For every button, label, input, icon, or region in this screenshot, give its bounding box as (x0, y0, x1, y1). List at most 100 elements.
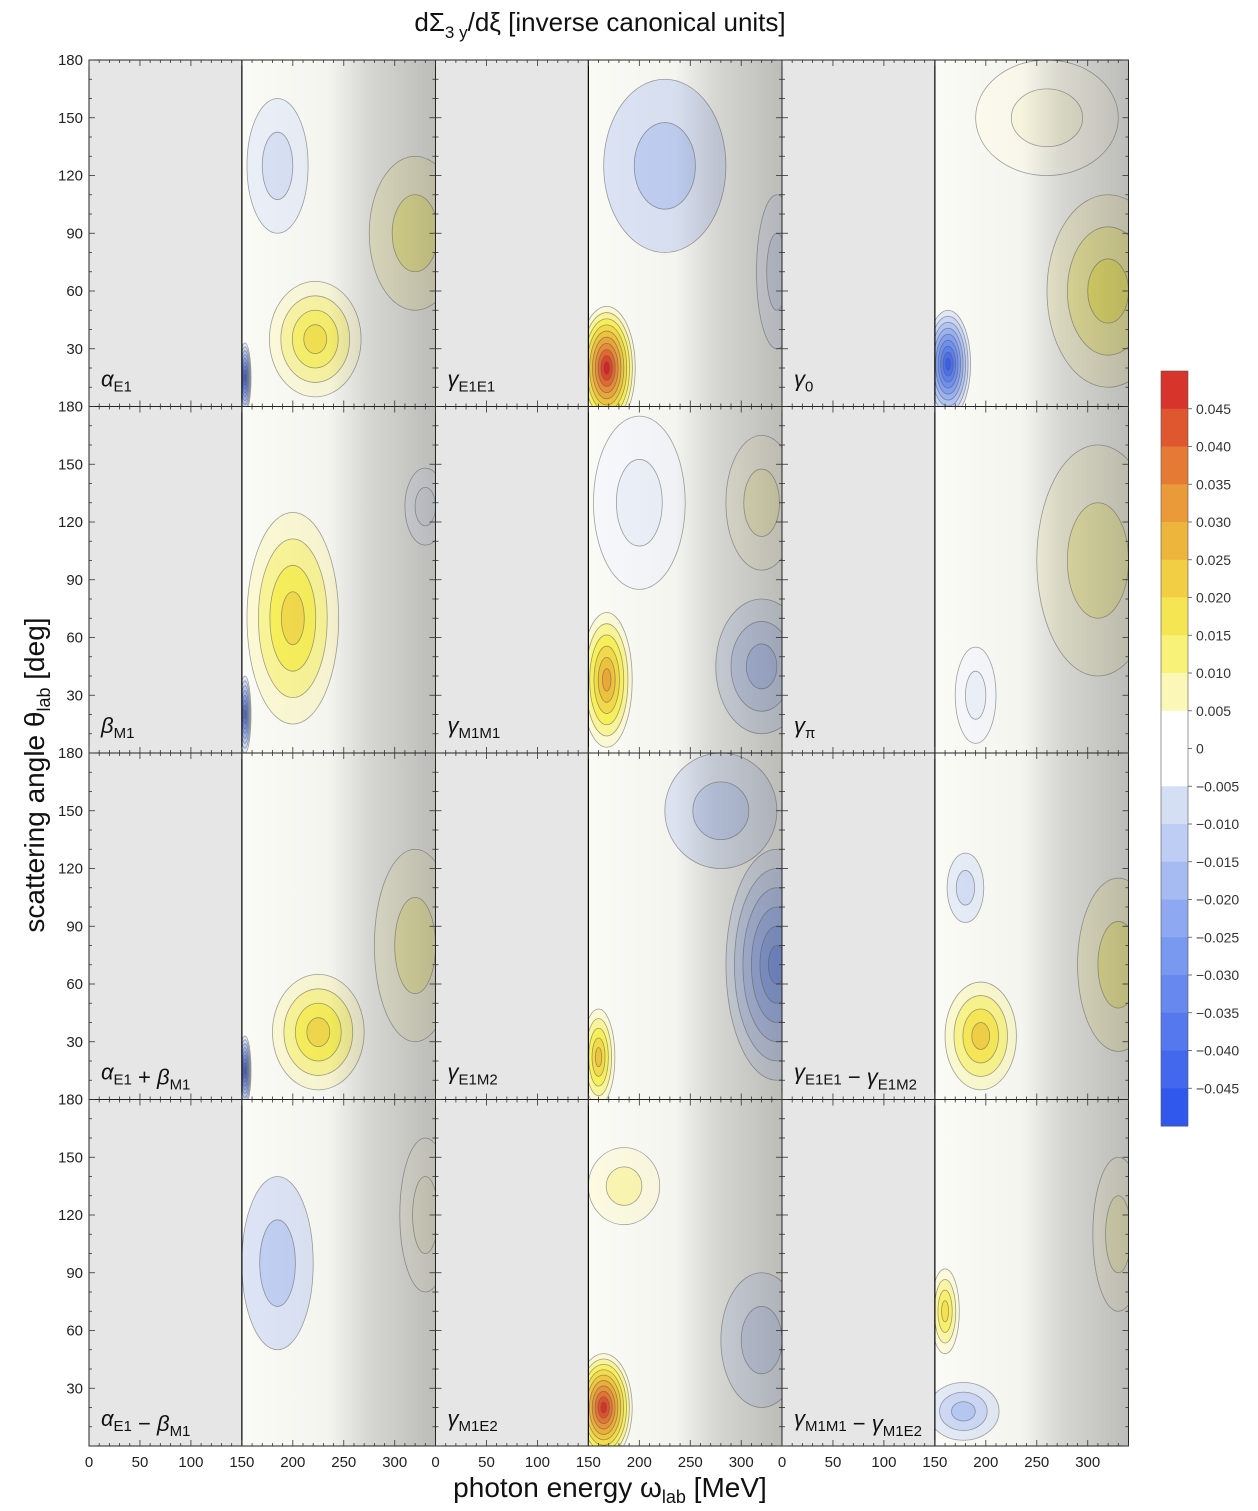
y-tick-label: 60 (66, 283, 83, 300)
panel-grid: αE1 γE1E1 γ0 βM1 γM1M1 γπ αE1 + βM1 γE1M2 γE1E1 … (88, 59, 1129, 1447)
colorbar-tick-label: −0.020 (1196, 892, 1239, 908)
colorbar-band (1161, 597, 1188, 636)
colorbar-band (1161, 937, 1188, 976)
chart-title-subscript: 3 y (445, 23, 468, 42)
colorbar-tick-label: 0.005 (1196, 703, 1231, 719)
x-tick-label: 100 (871, 1454, 896, 1471)
y-tick-label: 150 (58, 456, 83, 473)
colorbar-tick-label: 0.015 (1196, 627, 1231, 643)
below-threshold-region (782, 406, 935, 753)
panel-label: γE1E1 (448, 367, 496, 396)
below-threshold-region (435, 60, 589, 407)
colorbar-tick-label: 0 (1196, 741, 1204, 757)
x-axis-label: photon energy ωlab [MeV] (453, 1472, 767, 1507)
energy-shading (588, 406, 782, 753)
x-tick-label: 300 (729, 1454, 754, 1471)
panel-label: αE1 (101, 367, 132, 396)
below-threshold-region (782, 60, 935, 407)
colorbar-tick-label: −0.010 (1196, 816, 1239, 832)
chart-title: dΣ3 y/dξ [inverse canonical units] (414, 7, 785, 42)
contour-panel: γM1M1 − γM1E2 (781, 1099, 1129, 1447)
energy-shading (241, 753, 436, 1100)
colorbar-band (1161, 1012, 1188, 1051)
chart-title-tail: /dξ [inverse canonical units] (468, 7, 786, 37)
y-axis-label-subscript: lab (34, 687, 54, 711)
colorbar-tick-label: −0.035 (1196, 1005, 1239, 1021)
contour-panel: βM1 (88, 406, 436, 754)
below-threshold-region (435, 406, 589, 753)
energy-shading (934, 60, 1129, 407)
y-tick-label: 150 (58, 803, 83, 820)
below-threshold-region (89, 753, 242, 1100)
colorbar-tick-label: 0.025 (1196, 552, 1231, 568)
x-tick-label: 200 (627, 1454, 652, 1471)
colorbar-tick-label: 0.030 (1196, 514, 1231, 530)
x-axis-label-unit: [MeV] (686, 1472, 767, 1503)
y-tick-label: 180 (58, 745, 83, 762)
colorbar-tick-label: −0.005 (1196, 778, 1239, 794)
colorbar-tick-label: 0.035 (1196, 476, 1231, 492)
contour-panel: αE1 (88, 59, 436, 407)
energy-shading (241, 1099, 436, 1446)
y-tick-label: 60 (66, 630, 83, 647)
y-tick-label: 30 (66, 1034, 83, 1051)
y-tick-label: 150 (58, 110, 83, 127)
colorbar-tick-label: 0.045 (1196, 401, 1231, 417)
y-tick-label: 180 (58, 1092, 83, 1109)
colorbar-band (1161, 559, 1188, 598)
panel-label: αE1 + βM1 (101, 1060, 190, 1094)
colorbar-band (1161, 824, 1188, 863)
x-tick-label: 300 (382, 1454, 407, 1471)
colorbar-band (1161, 748, 1188, 787)
colorbar-band (1161, 861, 1188, 900)
x-tick-label: 250 (1024, 1454, 1049, 1471)
colorbar-band (1161, 975, 1188, 1014)
y-tick-label: 150 (58, 1149, 83, 1166)
y-tick-label: 120 (58, 168, 83, 185)
x-tick-label: 250 (331, 1454, 356, 1471)
colorbar-band (1161, 371, 1188, 410)
colorbar-band (1161, 673, 1188, 712)
panel-label: γπ (794, 713, 815, 742)
colorbar-band (1161, 635, 1188, 674)
x-tick-label: 50 (825, 1454, 842, 1471)
below-threshold-region (89, 60, 242, 407)
x-tick-label: 150 (576, 1454, 601, 1471)
colorbar-band (1161, 484, 1188, 523)
x-axis-label-subscript: lab (662, 1487, 686, 1507)
x-tick-label: 150 (922, 1454, 947, 1471)
below-threshold-region (435, 1099, 589, 1446)
y-tick-label: 120 (58, 861, 83, 878)
x-tick-label: 300 (1075, 1454, 1100, 1471)
colorbar-band (1161, 899, 1188, 938)
below-threshold-region (435, 753, 589, 1100)
contour-panel: αE1 − βM1 (88, 1099, 436, 1447)
y-tick-label: 90 (66, 572, 83, 589)
colorbar-tick-label: −0.030 (1196, 967, 1239, 983)
energy-shading (934, 1099, 1129, 1446)
contour-panel: γE1E1 − γE1M2 (781, 752, 1129, 1100)
x-tick-label: 0 (431, 1454, 439, 1471)
colorbar-band (1161, 786, 1188, 825)
x-tick-label: 100 (178, 1454, 203, 1471)
energy-shading (241, 60, 436, 407)
panel-label: αE1 − βM1 (101, 1406, 190, 1440)
below-threshold-region (782, 753, 935, 1100)
colorbar-tick-label: 0.020 (1196, 590, 1231, 606)
colorbar-band (1161, 710, 1188, 749)
y-tick-label: 180 (58, 52, 83, 69)
y-tick-label: 120 (58, 1207, 83, 1224)
x-tick-label: 0 (778, 1454, 786, 1471)
y-tick-label: 120 (58, 514, 83, 531)
y-axis-label-unit: [deg] (19, 617, 50, 687)
y-tick-label: 30 (66, 1380, 83, 1397)
colorbar-tick-label: −0.045 (1196, 1080, 1239, 1096)
y-tick-label: 90 (66, 1265, 83, 1282)
contour-panel: γπ (781, 406, 1129, 754)
y-tick-label: 30 (66, 341, 83, 358)
contour-panel: γM1M1 (435, 406, 783, 754)
y-axis-label: scattering angle θlab [deg] (19, 617, 54, 932)
x-tick-label: 50 (478, 1454, 495, 1471)
x-tick-label: 150 (229, 1454, 254, 1471)
